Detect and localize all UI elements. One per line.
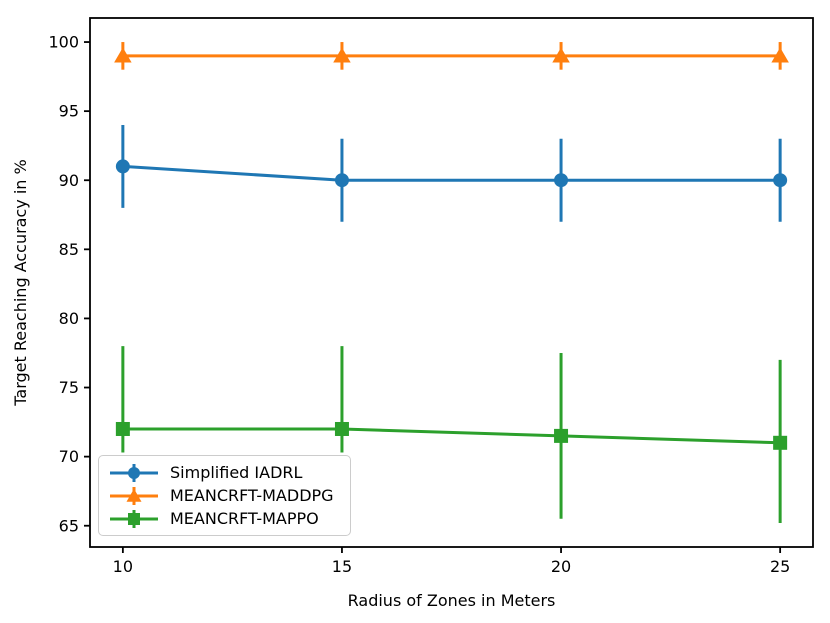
svg-text:80: 80: [59, 309, 79, 328]
legend-item: MEANCRFT-MADDPG: [108, 485, 341, 507]
legend-marker-triangle-icon: [110, 486, 158, 505]
svg-text:20: 20: [551, 557, 571, 576]
series-meancrft-mappo: [115, 346, 788, 523]
legend-item: MEANCRFT-MAPPO: [108, 508, 341, 530]
plot-border: [89, 17, 814, 548]
legend: Simplified IADRL MEANCRFT-MADDPG MEANCRF…: [98, 455, 351, 536]
svg-text:85: 85: [59, 240, 79, 259]
legend-label: MEANCRFT-MAPPO: [170, 508, 319, 528]
series-simplified-iadrl: [115, 124, 788, 222]
legend-marker-square-icon: [110, 509, 158, 528]
legend-marker-circle-icon: [110, 463, 158, 482]
y-axis: 65 70 75 80 85 90 95 100 Target Reaching Accurac…: [11, 33, 90, 535]
svg-text:100: 100: [48, 33, 79, 52]
series-meancrft-maddpg: [114, 42, 789, 70]
svg-text:75: 75: [59, 378, 79, 397]
svg-text:10: 10: [113, 557, 133, 576]
svg-text:95: 95: [59, 102, 79, 121]
legend-item: Simplified IADRL: [108, 462, 341, 484]
legend-label: Simplified IADRL: [170, 462, 303, 482]
svg-text:70: 70: [59, 447, 79, 466]
svg-text:90: 90: [59, 171, 79, 190]
x-axis: 10 15 20 25 Radius of Zones in Meters: [113, 547, 790, 610]
svg-text:15: 15: [332, 557, 352, 576]
legend-label: MEANCRFT-MADDPG: [170, 485, 334, 505]
svg-text:25: 25: [770, 557, 790, 576]
svg-text:65: 65: [59, 516, 79, 535]
x-axis-label: Radius of Zones in Meters: [348, 591, 556, 610]
y-axis-label: Target Reaching Accuracy in %: [11, 159, 30, 406]
